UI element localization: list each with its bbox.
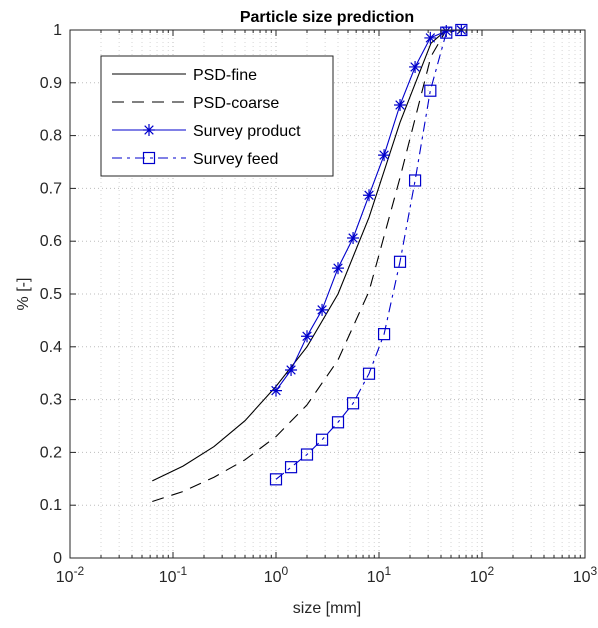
data-point-square: [300, 448, 314, 461]
legend-box: [100, 55, 334, 177]
data-point-square: [424, 84, 437, 97]
series-survey-feed: [269, 23, 468, 486]
data-point-asterisk: [440, 25, 453, 38]
legend-label: PSD-fine: [193, 67, 257, 84]
x-tick-label: 101: [367, 564, 392, 586]
y-tick-label: 0.5: [40, 286, 62, 303]
y-tick-label: 0.9: [40, 75, 62, 92]
y-tick-label: 0.4: [40, 339, 62, 356]
data-point-asterisk: [285, 364, 298, 377]
data-point-square: [269, 473, 283, 486]
y-axis-label: % [-]: [15, 278, 32, 311]
y-tick-label: 1: [53, 22, 62, 39]
data-point-asterisk: [394, 98, 407, 111]
y-tick-label: 0.1: [40, 497, 62, 514]
legend-label: Survey feed: [193, 151, 278, 168]
data-point-square: [362, 367, 376, 380]
legend-entries: PSD-fine PSD-coarse Survey product Survey f…: [112, 67, 301, 168]
data-point-asterisk: [409, 60, 422, 73]
x-axis-label: size [mm]: [293, 600, 361, 617]
x-tick-label: 102: [470, 564, 495, 586]
x-tick-labels: 10-2 10-1 100 101 102 103: [56, 564, 598, 586]
legend: PSD-fine PSD-coarse Survey product Survey f…: [100, 55, 334, 177]
data-point-asterisk: [347, 232, 360, 245]
y-tick-label: 0: [53, 550, 62, 567]
y-tick-label: 0.7: [40, 180, 62, 197]
x-tick-label: 103: [573, 564, 598, 586]
y-tick-label: 0.8: [40, 128, 62, 145]
axis-ticks: [69, 29, 586, 559]
data-point-square: [346, 397, 360, 410]
data-point-square: [393, 255, 407, 268]
data-point-asterisk: [424, 31, 437, 44]
legend-label: Survey product: [193, 123, 301, 140]
legend-label: PSD-coarse: [193, 95, 279, 112]
data-point-asterisk: [143, 124, 155, 136]
data-point-square: [408, 174, 422, 187]
data-point-asterisk: [378, 149, 391, 162]
series-line: [275, 29, 462, 480]
data-point-asterisk: [316, 303, 329, 316]
data-point-square: [284, 461, 298, 474]
y-tick-label: 0.2: [40, 444, 62, 461]
data-point-asterisk: [270, 384, 282, 397]
y-tick-labels: 0 0.1 0.2 0.3 0.4 0.5 0.6 0.7 0.8 0.9 1: [40, 22, 62, 567]
data-point-square: [331, 416, 345, 429]
data-point-square: [142, 151, 156, 165]
data-point-asterisk: [363, 189, 376, 202]
y-tick-label: 0.6: [40, 233, 62, 250]
data-point-asterisk: [301, 330, 314, 343]
x-tick-label: 100: [264, 564, 289, 586]
data-point-square: [315, 433, 329, 446]
data-point-asterisk: [332, 262, 345, 275]
x-tick-label: 10-2: [56, 564, 85, 586]
y-tick-label: 0.3: [40, 392, 62, 409]
chart-title: Particle size prediction: [240, 9, 414, 26]
x-tick-label: 10-1: [159, 564, 188, 586]
series-survey-product: [270, 24, 468, 397]
data-point-square: [377, 328, 391, 341]
